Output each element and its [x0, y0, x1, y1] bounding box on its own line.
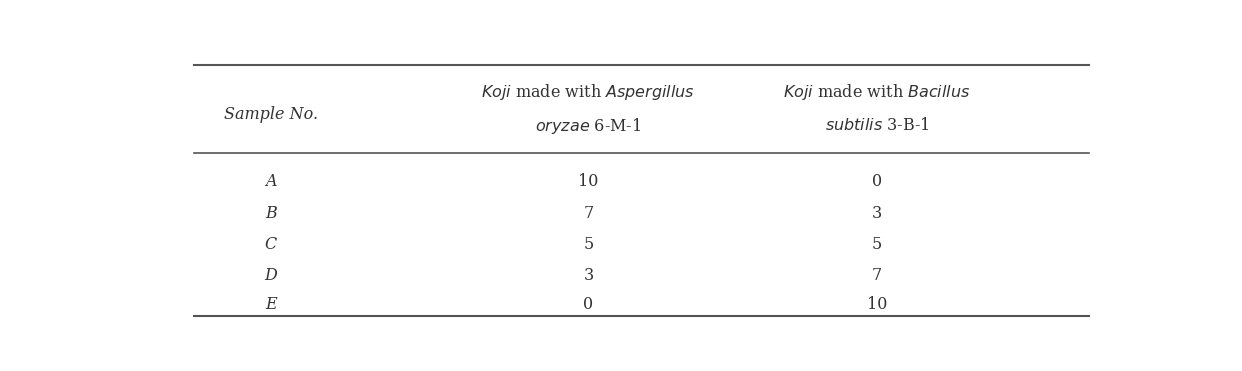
Text: B: B: [265, 204, 277, 221]
Text: D: D: [265, 267, 277, 285]
Text: 3: 3: [872, 204, 882, 221]
Text: 3: 3: [584, 267, 594, 285]
Text: 5: 5: [872, 236, 882, 253]
Text: 5: 5: [584, 236, 594, 253]
Text: Sample No.: Sample No.: [224, 106, 318, 123]
Text: 10: 10: [867, 296, 887, 313]
Text: E: E: [265, 296, 277, 313]
Text: $\it{Koji}$ made with $\it{Aspergillus}$: $\it{Koji}$ made with $\it{Aspergillus}$: [482, 82, 696, 102]
Text: 7: 7: [872, 267, 882, 285]
Text: $\it{subtilis}$ 3-B-1: $\it{subtilis}$ 3-B-1: [825, 118, 929, 134]
Text: C: C: [265, 236, 277, 253]
Text: 0: 0: [872, 173, 882, 190]
Text: $\it{oryzae}$ 6-M-1: $\it{oryzae}$ 6-M-1: [535, 116, 642, 136]
Text: 0: 0: [584, 296, 594, 313]
Text: A: A: [265, 173, 277, 190]
Text: 10: 10: [579, 173, 599, 190]
Text: $\it{Koji}$ made with $\it{Bacillus}$: $\it{Koji}$ made with $\it{Bacillus}$: [784, 82, 971, 102]
Text: 7: 7: [584, 204, 594, 221]
